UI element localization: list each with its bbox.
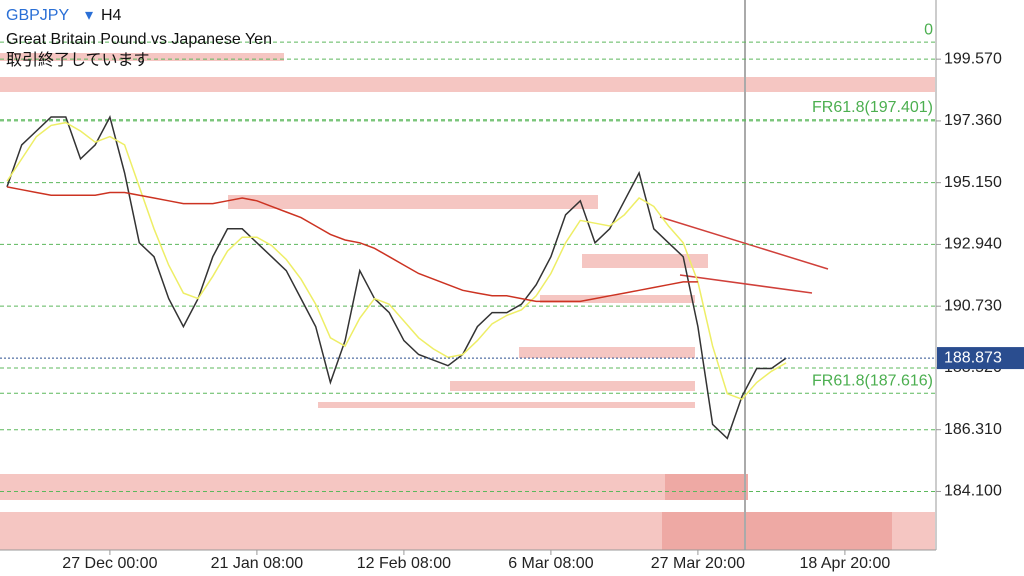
zone <box>540 295 695 303</box>
current-price-label: 188.873 <box>944 349 1002 366</box>
y-tick-label: 199.570 <box>944 50 1002 67</box>
current-price-box <box>937 347 1024 370</box>
dropdown-icon[interactable]: ▾ <box>85 7 93 24</box>
zone <box>582 254 708 268</box>
market-status: 取引終了しています <box>6 51 150 69</box>
x-tick-label: 27 Dec 00:00 <box>62 555 157 572</box>
price-line <box>6 121 787 401</box>
x-tick-label: 6 Mar 08:00 <box>508 555 593 572</box>
fib-label: FR61.8(187.616) <box>812 372 933 389</box>
symbol: GBPJPY <box>6 7 69 24</box>
zone <box>450 381 695 391</box>
price-line <box>6 186 698 303</box>
zone <box>665 474 748 500</box>
zone <box>519 347 695 358</box>
fib-label: 0 <box>924 21 933 38</box>
zone <box>0 77 935 92</box>
zone <box>0 53 284 61</box>
trend-line <box>679 274 813 294</box>
x-tick-label: 21 Jan 08:00 <box>211 555 304 572</box>
y-tick-label: 186.310 <box>944 421 1002 438</box>
x-tick-label: 12 Feb 08:00 <box>357 555 451 572</box>
timeframe[interactable]: H4 <box>101 7 122 24</box>
fib-label: FR61.8(197.401) <box>812 99 933 116</box>
description: Great Britain Pound vs Japanese Yen <box>6 31 272 48</box>
x-tick-label: 18 Apr 20:00 <box>800 555 891 572</box>
zone <box>228 195 598 209</box>
trend-line <box>659 216 829 270</box>
zone <box>662 512 892 550</box>
zone <box>0 474 748 500</box>
y-tick-label: 197.360 <box>944 112 1002 129</box>
y-tick-label: 190.730 <box>944 297 1002 314</box>
y-tick-label: 195.150 <box>944 174 1002 191</box>
zone <box>318 402 695 408</box>
y-tick-label: 192.940 <box>944 236 1002 253</box>
plot: 184.100186.310188.520190.730192.940195.1… <box>0 21 1024 572</box>
x-tick-label: 27 Mar 20:00 <box>651 555 745 572</box>
zones <box>0 53 935 550</box>
y-tick-label: 184.100 <box>944 483 1002 500</box>
price-line <box>6 114 787 440</box>
